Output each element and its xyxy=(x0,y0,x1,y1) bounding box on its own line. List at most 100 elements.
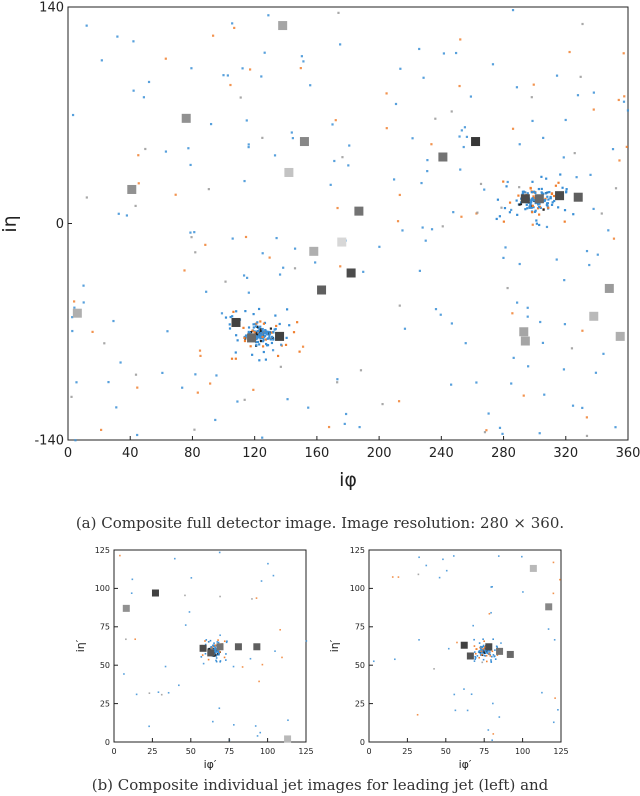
halo-hit xyxy=(228,323,231,326)
hit-cell xyxy=(293,267,297,270)
right-x-ticks: 0 25 50 75 100 125 xyxy=(366,738,569,756)
hit-cell xyxy=(291,137,294,140)
cluster-hit xyxy=(261,345,265,348)
halo-hit xyxy=(533,190,536,193)
hit-cell xyxy=(492,733,495,735)
halo-hit xyxy=(493,655,496,658)
hit-cell xyxy=(504,246,507,249)
halo-hit xyxy=(258,359,261,362)
hcal-cell xyxy=(299,137,309,147)
halo-hit xyxy=(489,655,492,657)
hit-cell xyxy=(466,709,469,712)
hit-cell xyxy=(261,252,264,255)
hit-cell xyxy=(273,154,277,157)
cluster-hit xyxy=(255,322,258,325)
cluster-hit xyxy=(532,195,535,198)
halo-hit xyxy=(478,642,481,644)
hit-cell xyxy=(233,26,236,30)
halo-hit xyxy=(215,657,218,659)
cluster-hit xyxy=(547,198,550,201)
y-tick-label: 100 xyxy=(95,584,110,593)
halo-hit xyxy=(538,213,541,216)
hit-cell xyxy=(100,59,103,62)
hit-cell xyxy=(438,576,441,579)
x-tick-label: 0 xyxy=(366,747,371,756)
hit-cell xyxy=(562,368,566,371)
cluster-hit xyxy=(250,331,253,334)
hit-cell xyxy=(460,215,463,218)
hit-cell xyxy=(278,273,282,276)
hit-cell xyxy=(552,561,555,564)
hit-cell xyxy=(475,381,478,384)
x-tick-label: 360 xyxy=(616,446,640,461)
hit-cell xyxy=(570,347,574,350)
hcal-cell xyxy=(216,643,224,651)
halo-hit xyxy=(204,643,207,646)
hit-cell xyxy=(232,665,235,668)
hcal-cell xyxy=(346,268,356,278)
y-tick-label: 75 xyxy=(100,623,110,632)
hit-cell xyxy=(207,188,210,191)
hit-cell xyxy=(611,148,615,151)
halo-hit xyxy=(485,654,488,657)
hit-cell xyxy=(251,598,253,600)
hit-cell xyxy=(164,57,167,60)
halo-hit xyxy=(215,659,217,662)
cluster-hit xyxy=(264,332,267,335)
hit-cell xyxy=(199,354,202,357)
hit-cell xyxy=(242,274,246,277)
cluster-hit xyxy=(477,651,480,653)
hit-cell xyxy=(490,611,492,614)
x-tick-label: 280 xyxy=(491,446,516,461)
hit-cell xyxy=(229,83,232,87)
hit-cell xyxy=(411,137,414,140)
hit-cell xyxy=(554,697,556,699)
hit-cell xyxy=(617,98,620,102)
hit-cell xyxy=(385,127,388,130)
hcal-cell xyxy=(589,311,599,321)
hit-cell xyxy=(71,113,75,117)
halo-hit xyxy=(209,639,212,642)
hcal-cell xyxy=(181,113,191,123)
cluster-hit xyxy=(521,190,525,193)
x-tick-label: 320 xyxy=(553,446,578,461)
hit-cell xyxy=(134,204,137,208)
hit-cell xyxy=(226,74,229,77)
cluster-hit xyxy=(480,650,483,652)
hit-cell xyxy=(343,422,346,426)
hit-cell xyxy=(552,721,555,724)
hit-cell xyxy=(243,179,246,183)
cluster-hit xyxy=(547,206,550,209)
hit-cell xyxy=(218,551,221,554)
halo-hit xyxy=(223,656,226,659)
hit-cell xyxy=(339,265,342,268)
hit-cell xyxy=(174,193,177,196)
cluster-hit xyxy=(484,647,486,650)
hit-cell xyxy=(305,640,308,642)
halo-hit xyxy=(213,642,215,644)
hit-cell xyxy=(334,119,337,122)
hit-cell xyxy=(618,159,621,162)
hit-cell xyxy=(430,143,433,146)
hit-cell xyxy=(483,188,486,191)
hit-cell xyxy=(167,691,170,694)
halo-hit xyxy=(228,327,232,330)
hit-cell xyxy=(336,206,339,210)
hit-cell xyxy=(602,352,605,355)
hit-cell xyxy=(107,380,110,384)
hit-cell xyxy=(487,729,490,731)
cluster-hit xyxy=(272,330,275,334)
hit-cell xyxy=(418,269,421,272)
hit-cell xyxy=(260,75,263,78)
hit-cell xyxy=(491,585,494,588)
x-tick-label: 100 xyxy=(515,747,530,756)
hcal-cell xyxy=(278,21,288,31)
hit-cell xyxy=(144,147,147,151)
hcal-cell xyxy=(615,331,625,341)
cluster-hit xyxy=(259,339,263,343)
halo-hit xyxy=(235,310,238,313)
cluster-hit xyxy=(268,336,271,339)
hit-cell xyxy=(293,247,297,250)
hcal-cell xyxy=(151,589,159,597)
hit-cell xyxy=(575,176,578,179)
